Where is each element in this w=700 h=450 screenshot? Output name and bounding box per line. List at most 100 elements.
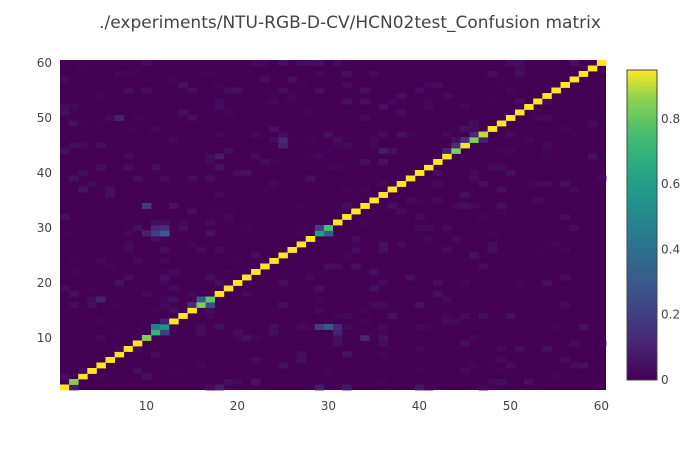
heatmap-cell (123, 153, 134, 160)
heatmap-cell (278, 280, 288, 286)
heatmap-cell (560, 247, 570, 253)
heatmap-cell (314, 324, 325, 330)
heatmap-cell (69, 384, 79, 391)
heatmap-cell (469, 175, 479, 182)
heatmap-cell (587, 324, 598, 330)
heatmap-cell (69, 175, 79, 182)
heatmap-cell (451, 126, 461, 132)
heatmap-cell (314, 60, 325, 66)
heatmap-cell (78, 373, 88, 380)
heatmap-cell (396, 219, 407, 226)
heatmap-cell (323, 263, 334, 270)
heatmap-cell (278, 362, 288, 369)
heatmap-cell (442, 318, 452, 325)
heatmap-cell (251, 335, 261, 341)
heatmap-cell (214, 247, 225, 253)
heatmap-cell (569, 60, 580, 66)
heatmap-cell (205, 230, 216, 237)
heatmap-cell (496, 357, 507, 363)
heatmap-cell (187, 368, 197, 374)
heatmap-cell (251, 357, 261, 363)
heatmap-cell (305, 109, 316, 116)
heatmap-cell (478, 137, 489, 143)
heatmap-cell (487, 164, 498, 171)
heatmap-cell (460, 280, 470, 286)
heatmap-cell (60, 285, 70, 292)
heatmap-cell (333, 324, 343, 330)
heatmap-cell (342, 98, 352, 105)
heatmap-cell (414, 384, 425, 391)
heatmap-cell (387, 98, 398, 105)
heatmap-cell (232, 379, 243, 385)
heatmap-cell (141, 318, 152, 325)
heatmap-cell (305, 137, 316, 143)
heatmap-cell (178, 313, 188, 319)
colorbar-tick-label: 0.6 (661, 177, 680, 191)
heatmap-cell (196, 302, 206, 308)
heatmap-cell (187, 302, 197, 308)
heatmap-cell (505, 87, 516, 94)
heatmap-cell (333, 137, 343, 143)
heatmap-cell (342, 82, 352, 88)
heatmap-cell (560, 357, 570, 363)
heatmap-cell (105, 115, 115, 121)
heatmap-cell (487, 115, 498, 121)
heatmap-cell (169, 203, 179, 209)
heatmap-cell (296, 181, 307, 187)
colorbar-tick-label: 0.8 (661, 112, 680, 126)
heatmap-cell (387, 313, 398, 319)
heatmap-cell (333, 219, 343, 226)
heatmap-cell (496, 208, 507, 215)
heatmap-cell (442, 230, 452, 237)
heatmap-cell (151, 236, 161, 242)
heatmap-cell (260, 87, 270, 94)
heatmap-cell (515, 346, 525, 352)
heatmap-cell (542, 181, 552, 187)
heatmap-cell (351, 236, 361, 242)
chart-title: ./experiments/NTU-RGB-D-CV/HCN02test_Con… (99, 13, 601, 33)
heatmap-cell (232, 170, 243, 176)
heatmap-cell (178, 82, 188, 88)
heatmap-cell (196, 219, 206, 226)
heatmap-cell (360, 87, 370, 94)
heatmap-cell (360, 329, 370, 336)
heatmap-cell (114, 346, 125, 352)
heatmap-cell (196, 247, 206, 253)
heatmap-cell (305, 153, 316, 160)
heatmap-cell (487, 71, 498, 77)
heatmap-cell (505, 153, 516, 160)
heatmap-cell (305, 236, 316, 242)
heatmap-cell (487, 241, 498, 248)
heatmap-cell (360, 307, 370, 314)
heatmap-cell (378, 351, 388, 358)
heatmap-cell (214, 153, 225, 160)
heatmap-cell (251, 131, 261, 138)
heatmap-cell (60, 373, 70, 380)
heatmap-cell (587, 120, 598, 127)
heatmap-cell (442, 225, 452, 231)
colorbar-tick-label: 0 (661, 373, 669, 387)
heatmap-cell (105, 186, 115, 193)
heatmap-cell (433, 181, 443, 187)
heatmap-cell (223, 214, 234, 220)
heatmap-cell (151, 126, 161, 132)
heatmap-cell (323, 148, 334, 154)
heatmap-cell (305, 274, 316, 281)
heatmap-cell (451, 203, 461, 209)
heatmap-cell (378, 280, 388, 286)
heatmap-cell (269, 181, 279, 187)
heatmap-cell (123, 241, 134, 248)
heatmap-cell (269, 351, 279, 358)
heatmap-cell (505, 148, 516, 154)
heatmap-cell (87, 302, 97, 308)
heatmap-cell (87, 313, 97, 319)
heatmap-cell (333, 263, 343, 270)
heatmap-cell (351, 247, 361, 253)
heatmap-cell (187, 241, 197, 248)
heatmap-cell (205, 307, 216, 314)
y-tick-label: 60 (37, 56, 52, 70)
heatmap-cell (478, 263, 489, 270)
heatmap-cell (387, 379, 398, 385)
heatmap-cell (396, 131, 407, 138)
heatmap-cell (587, 126, 598, 132)
